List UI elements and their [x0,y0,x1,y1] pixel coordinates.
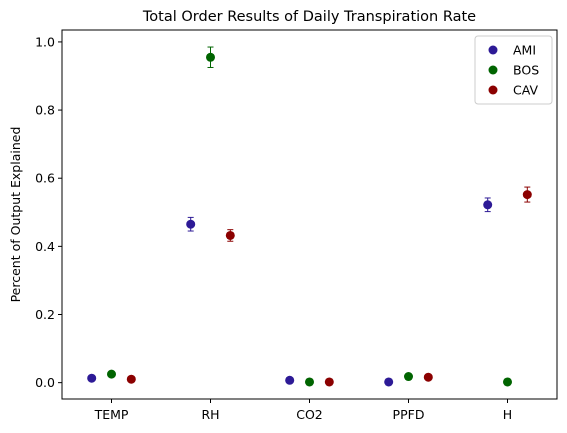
data-point [206,52,215,62]
x-axis: TEMP RH CO2 PPFD H [94,399,512,422]
plot-marks [87,46,532,387]
y-tick-label: 0.8 [35,103,55,118]
legend-label: BOS [513,63,539,78]
series-bos [107,46,512,387]
data-point [285,375,295,385]
legend-marker [488,85,498,95]
x-tick-label: TEMP [94,407,129,422]
series-cav [126,186,532,387]
y-tick-label: 0.2 [35,307,55,322]
data-point [384,377,394,387]
legend-label: AMI [513,43,536,58]
data-point [404,372,413,382]
data-point [305,377,314,387]
data-point [522,190,532,200]
x-tick-label: H [503,407,512,422]
legend-marker [488,45,498,55]
x-tick-label: RH [201,407,219,422]
legend-marker [488,65,498,75]
data-point [107,369,116,379]
data-point [126,374,136,384]
y-tick-label: 0.0 [35,375,55,390]
y-tick-label: 1.0 [35,34,55,49]
y-tick-label: 0.6 [35,171,55,186]
data-point [503,377,512,387]
y-axis-label: Percent of Output Explained [8,127,23,303]
x-tick-label: CO2 [296,407,323,422]
chart-title: Total Order Results of Daily Transpirati… [142,9,476,25]
data-point [186,219,196,229]
y-tick-label: 0.4 [35,239,55,254]
data-point [87,373,97,383]
y-axis: 0.0 0.2 0.4 0.6 0.8 1.0 [35,34,62,390]
data-point [225,230,235,240]
x-tick-label: PPFD [393,407,425,422]
data-point [324,377,334,387]
series-ami [87,197,493,387]
legend-label: CAV [513,83,538,98]
data-point [483,200,493,210]
legend: AMI BOS CAV [474,35,553,105]
data-point [423,372,433,382]
